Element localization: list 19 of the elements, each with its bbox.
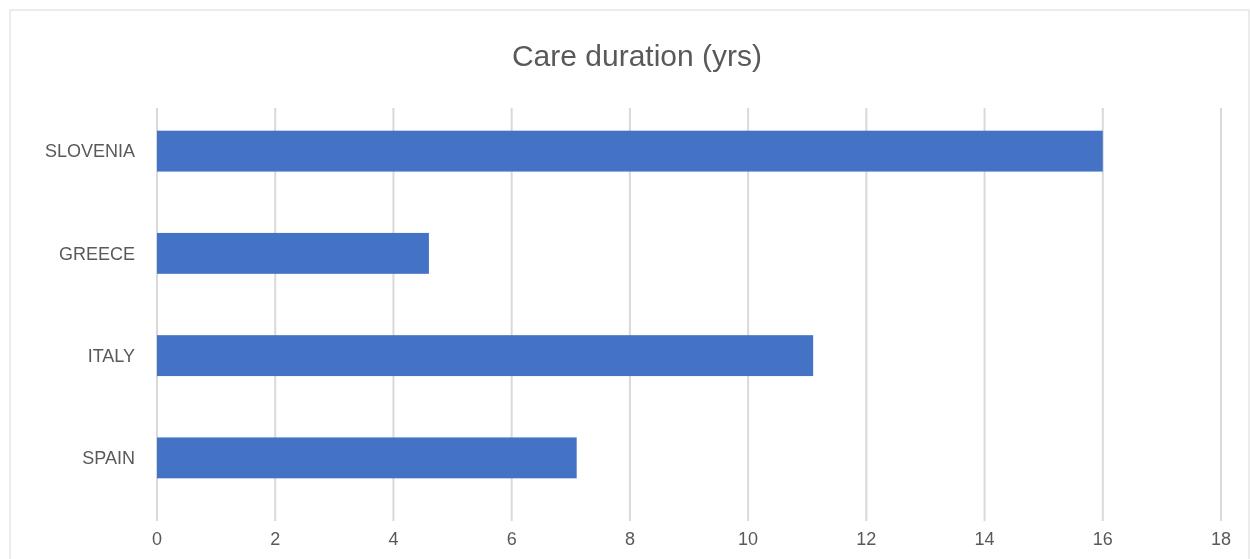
x-tick-label: 18 <box>1210 529 1232 549</box>
x-tick-label: 10 <box>738 529 759 549</box>
x-tick-label: 4 <box>388 529 399 549</box>
x-tick-label: 8 <box>624 529 635 549</box>
x-tick-label: 14 <box>974 529 995 549</box>
x-tick-label: 0 <box>151 529 163 549</box>
bar <box>157 130 1103 172</box>
y-tick-label: ITALY <box>87 345 135 366</box>
y-tick-label: SLOVENIA <box>44 141 135 162</box>
bar <box>157 232 429 274</box>
x-tick-label: 16 <box>1092 529 1113 549</box>
x-tick-label: 6 <box>506 529 517 549</box>
bar <box>157 335 814 377</box>
bar <box>157 437 577 479</box>
y-tick-label: GREECE <box>58 243 135 264</box>
y-tick-label: SPAIN <box>82 448 135 469</box>
x-tick-label: 12 <box>856 529 877 549</box>
chart-title: Care duration (yrs) <box>511 39 763 72</box>
x-tick-label: 2 <box>270 529 281 549</box>
